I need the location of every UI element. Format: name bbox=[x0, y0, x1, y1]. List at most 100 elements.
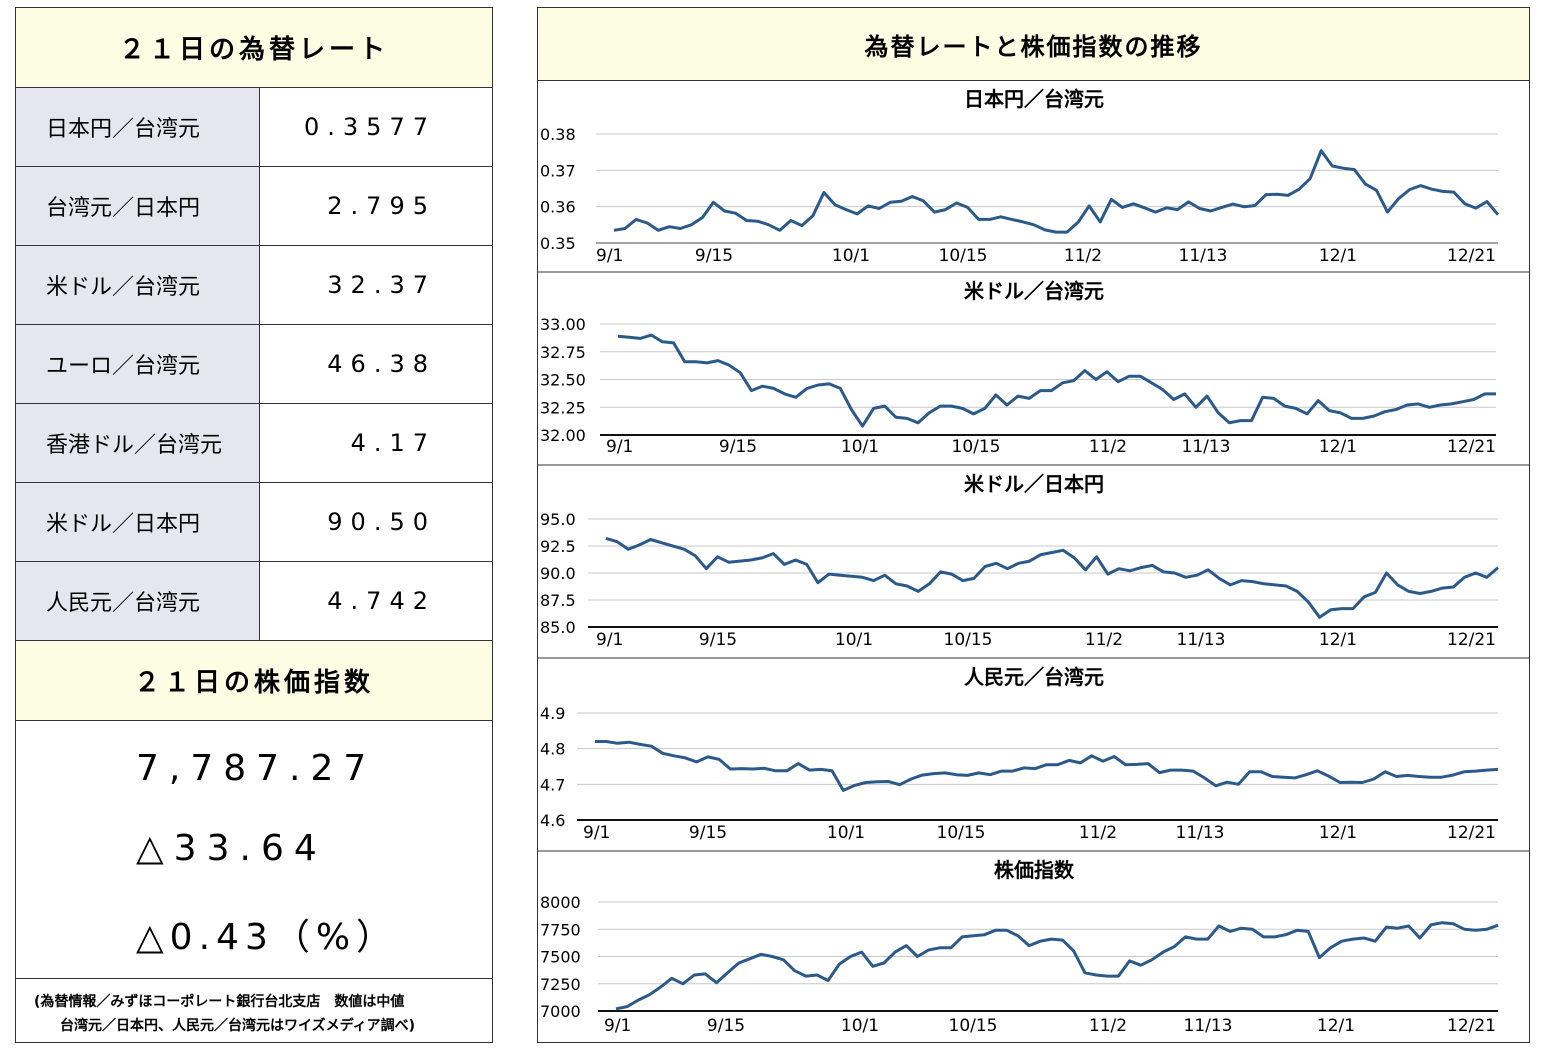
rate-value: 4.17 bbox=[350, 429, 436, 457]
chart-title: 人民元／台湾元 bbox=[964, 665, 1104, 689]
y-tick-label: 90.0 bbox=[540, 564, 576, 583]
rate-row: ユーロ／台湾元 46.38 bbox=[16, 325, 492, 404]
x-tick-label: 11/13 bbox=[1184, 1016, 1233, 1036]
stock-change-pct: △0.43（%） bbox=[136, 917, 399, 958]
rate-value: 4.742 bbox=[327, 587, 436, 615]
charts-panel: 為替レートと株価指数の推移 日本円／台湾元 0.35 0.36 0.37 0.38 9/1… bbox=[537, 7, 1530, 1043]
x-tick-label: 9/1 bbox=[583, 823, 610, 843]
x-tick-label: 12/21 bbox=[1447, 437, 1496, 457]
charts-title: 為替レートと株価指数の推移 bbox=[538, 8, 1529, 81]
x-tick-label: 10/15 bbox=[937, 823, 986, 843]
x-tick-label: 11/13 bbox=[1176, 823, 1225, 843]
y-tick-label: 7500 bbox=[540, 948, 581, 967]
x-tick-label: 11/2 bbox=[1089, 1016, 1127, 1036]
y-tick-label: 7000 bbox=[540, 1002, 581, 1021]
y-tick-label: 0.38 bbox=[540, 125, 576, 144]
x-tick-label: 10/1 bbox=[841, 1016, 879, 1036]
x-tick-label: 12/1 bbox=[1319, 630, 1357, 650]
rate-row: 香港ドル／台湾元 4.17 bbox=[16, 404, 492, 483]
y-tick-label: 0.37 bbox=[540, 161, 576, 180]
stock-value: 7,787.27 bbox=[136, 748, 377, 789]
rate-label: 日本円／台湾元 bbox=[16, 88, 260, 166]
y-tick-label: 4.8 bbox=[540, 740, 565, 759]
stock-title: ２１日の株価指数 bbox=[16, 641, 492, 721]
x-tick-label: 12/1 bbox=[1317, 1016, 1355, 1036]
x-tick-label: 9/1 bbox=[596, 246, 623, 266]
chart-2: 米ドル／台湾元 32.00 32.25 32.50 32.75 33.00 9/1 9/15 1… bbox=[538, 271, 1529, 457]
y-tick-label: 95.0 bbox=[540, 510, 576, 529]
x-tick-label: 9/15 bbox=[699, 630, 737, 650]
rate-value: 32.37 bbox=[327, 271, 436, 299]
y-tick-label: 7750 bbox=[540, 920, 581, 939]
rate-label: ユーロ／台湾元 bbox=[16, 325, 260, 403]
y-tick-label: 32.75 bbox=[540, 343, 586, 362]
x-tick-label: 9/1 bbox=[604, 1016, 631, 1036]
x-tick-label: 9/1 bbox=[606, 437, 633, 457]
x-tick-label: 11/2 bbox=[1089, 437, 1127, 457]
chart-4: 人民元／台湾元 4.6 4.7 4.8 4.9 9/1 9/15 10/1 10/15 11/2 1… bbox=[538, 657, 1529, 843]
series-line bbox=[605, 536, 1499, 619]
rate-label: 人民元／台湾元 bbox=[16, 562, 260, 640]
x-tick-label: 10/1 bbox=[841, 437, 879, 457]
x-tick-label: 10/15 bbox=[952, 437, 1001, 457]
rate-label: 台湾元／日本円 bbox=[16, 167, 260, 245]
series-line bbox=[595, 740, 1499, 792]
x-tick-label: 9/15 bbox=[689, 823, 727, 843]
y-tick-label: 32.00 bbox=[540, 426, 586, 445]
source-note: (為替情報／みずほコーポレート銀行台北支店 数値は中値 台湾元／日本円、人民元／… bbox=[16, 978, 492, 1043]
x-tick-label: 10/15 bbox=[944, 630, 993, 650]
chart-5: 株価指数 7000 7250 7500 7750 8000 9/1 9/15 10/1 10/15… bbox=[538, 850, 1529, 1036]
x-tick-label: 11/2 bbox=[1064, 246, 1102, 266]
rate-value: 90.50 bbox=[327, 508, 436, 536]
series-line bbox=[615, 921, 1499, 1011]
rate-row: 米ドル／日本円 90.50 bbox=[16, 483, 492, 562]
x-tick-label: 12/1 bbox=[1319, 246, 1357, 266]
y-tick-label: 32.25 bbox=[540, 398, 586, 417]
x-tick-label: 11/13 bbox=[1182, 437, 1231, 457]
x-tick-label: 9/15 bbox=[719, 437, 757, 457]
rate-label: 香港ドル／台湾元 bbox=[16, 404, 260, 482]
rate-row: 日本円／台湾元 0.3577 bbox=[16, 88, 492, 167]
rates-title: ２１日の為替レート bbox=[16, 8, 492, 88]
rates-panel: ２１日の為替レート 日本円／台湾元 0.3577 台湾元／日本円 2.795 米… bbox=[15, 7, 493, 1043]
y-tick-label: 0.35 bbox=[540, 234, 576, 253]
y-tick-label: 4.9 bbox=[540, 704, 565, 723]
y-tick-label: 33.00 bbox=[540, 315, 586, 334]
x-tick-label: 10/1 bbox=[832, 246, 870, 266]
y-tick-label: 92.5 bbox=[540, 537, 576, 556]
y-tick-label: 7250 bbox=[540, 975, 581, 994]
y-tick-label: 4.6 bbox=[540, 811, 565, 830]
x-tick-label: 12/21 bbox=[1447, 246, 1496, 266]
y-tick-label: 87.5 bbox=[540, 591, 576, 610]
chart-3: 米ドル／日本円 85.0 87.5 90.0 92.5 95.0 9/1 9/15 10/1 10… bbox=[538, 464, 1529, 650]
x-tick-label: 11/2 bbox=[1085, 630, 1123, 650]
x-tick-label: 11/13 bbox=[1179, 246, 1228, 266]
chart-title: 株価指数 bbox=[994, 858, 1075, 882]
y-tick-label: 0.36 bbox=[540, 198, 576, 217]
x-tick-label: 10/15 bbox=[939, 246, 988, 266]
source-note-line2: 台湾元／日本円、人民元／台湾元はワイズメディア調べ) bbox=[60, 1018, 415, 1034]
rate-label: 米ドル／台湾元 bbox=[16, 246, 260, 324]
stock-change: △33.64 bbox=[136, 828, 327, 869]
chart-title: 米ドル／日本円 bbox=[964, 472, 1104, 496]
x-tick-label: 9/15 bbox=[695, 246, 733, 266]
x-tick-label: 9/1 bbox=[596, 630, 623, 650]
series-line bbox=[613, 149, 1500, 234]
x-tick-label: 9/15 bbox=[707, 1016, 745, 1036]
rate-row: 人民元／台湾元 4.742 bbox=[16, 562, 492, 641]
y-tick-label: 32.50 bbox=[540, 371, 586, 390]
rate-value: 2.795 bbox=[327, 192, 436, 220]
x-tick-label: 10/1 bbox=[827, 823, 865, 843]
rate-value: 46.38 bbox=[327, 350, 436, 378]
x-tick-label: 12/21 bbox=[1447, 1016, 1496, 1036]
y-tick-label: 8000 bbox=[540, 893, 581, 912]
x-tick-label: 11/13 bbox=[1177, 630, 1226, 650]
rate-value: 0.3577 bbox=[304, 113, 436, 141]
x-tick-label: 11/2 bbox=[1079, 823, 1117, 843]
y-tick-label: 85.0 bbox=[540, 618, 576, 637]
x-tick-label: 12/1 bbox=[1319, 823, 1357, 843]
series-line bbox=[617, 333, 1496, 428]
chart-title: 日本円／台湾元 bbox=[964, 87, 1104, 111]
chart-title: 米ドル／台湾元 bbox=[964, 279, 1104, 303]
x-tick-label: 12/21 bbox=[1447, 823, 1496, 843]
